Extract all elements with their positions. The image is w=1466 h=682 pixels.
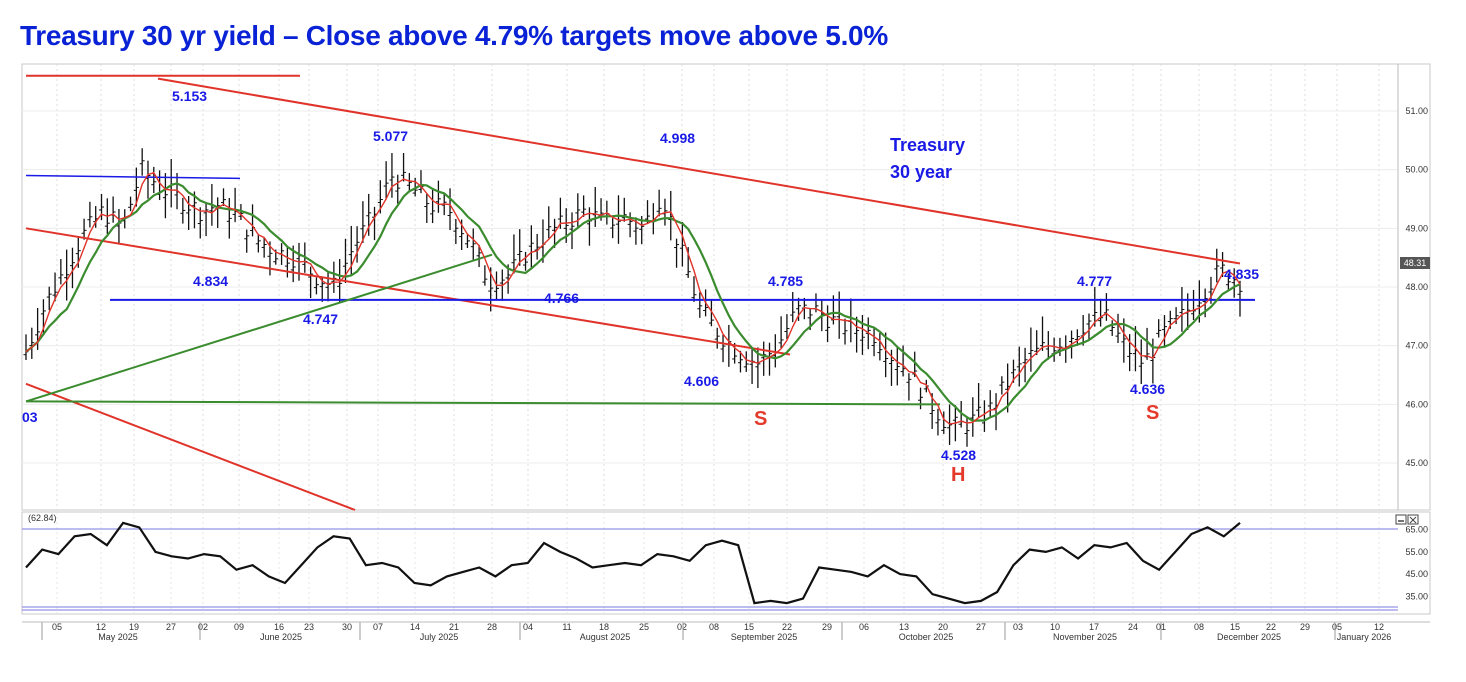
annotation-label: 4.998 — [660, 130, 695, 146]
x-tick-label: 19 — [129, 622, 139, 632]
y-tick-label: 46.00 — [1405, 399, 1428, 409]
annotation-label: 5.077 — [373, 128, 408, 144]
x-tick-label: 15 — [744, 622, 754, 632]
moving-average-fast — [25, 171, 1241, 425]
minimize-icon[interactable] — [1395, 514, 1407, 525]
indicator-tick-label: 35.00 — [1405, 591, 1428, 601]
x-tick-label: 25 — [639, 622, 649, 632]
x-tick-label: 29 — [822, 622, 832, 632]
indicator-header: (62.84) — [28, 513, 57, 523]
month-label: November 2025 — [1053, 632, 1117, 642]
x-tick-label: 27 — [976, 622, 986, 632]
x-tick-label: 21 — [449, 622, 459, 632]
annotation-label: 4.747 — [303, 311, 338, 327]
indicator-tick-label: 65.00 — [1405, 525, 1428, 535]
indicator-series — [25, 521, 1241, 605]
annotation-label: 4.785 — [768, 273, 803, 289]
last-value-badge: 48.31 — [1400, 257, 1430, 269]
pattern-label: S — [1146, 402, 1159, 424]
indicator-panel — [21, 511, 1431, 615]
page-title: Treasury 30 yr yield – Close above 4.79%… — [20, 20, 888, 51]
annotation-label: 5.153 — [172, 88, 207, 104]
x-tick-label: 13 — [899, 622, 909, 632]
month-label: January 2026 — [1337, 632, 1392, 642]
annotation-label: 4.528 — [941, 447, 976, 463]
horizontal-line-blue-upper — [25, 174, 241, 180]
y-tick-label: 50.00 — [1405, 165, 1428, 175]
indicator-tick-label: 45.00 — [1405, 569, 1428, 579]
x-tick-label: 08 — [1194, 622, 1204, 632]
annotation-label: 4.777 — [1077, 273, 1112, 289]
x-tick-label: 11 — [562, 622, 571, 632]
y-tick-label: 45.00 — [1405, 458, 1428, 468]
annotation-label: 4.606 — [684, 373, 719, 389]
y-tick-label: 51.00 — [1405, 106, 1428, 116]
annotations: 5.153 5.077 4.998 4.834 4.747 4.766 4.785 4.777… — [22, 88, 1259, 486]
x-tick-label: 05 — [1332, 622, 1342, 632]
indicator-line — [25, 521, 1241, 605]
x-tick-label: 12 — [1374, 622, 1384, 632]
uptrend-line-green — [25, 253, 493, 403]
x-tick-label: 16 — [274, 622, 284, 632]
x-tick-label: 18 — [599, 622, 609, 632]
downtrend-line-upper — [157, 77, 1241, 265]
downtrend-line-lower — [25, 227, 791, 356]
x-tick-label: 27 — [166, 622, 176, 632]
x-tick-label: 09 — [234, 622, 244, 632]
x-tick-label: 02 — [198, 622, 208, 632]
x-tick-label: 29 — [1300, 622, 1310, 632]
last-value: 48.31 — [1404, 258, 1427, 268]
x-tick-label: 12 — [96, 622, 106, 632]
x-tick-label: 05 — [52, 622, 62, 632]
pattern-label: H — [951, 464, 965, 486]
series-label-line1: Treasury — [890, 135, 965, 155]
indicator-tick-label: 55.00 — [1405, 547, 1428, 557]
series-label-line2: 30 year — [890, 162, 952, 182]
moving-averages — [25, 171, 1241, 425]
annotation-label: 4.835 — [1224, 266, 1259, 282]
trendlines — [25, 74, 1255, 511]
annotation-label: 4.636 — [1130, 381, 1165, 397]
pattern-label: S — [754, 408, 767, 430]
month-label: May 2025 — [98, 632, 138, 642]
x-tick-label: 14 — [410, 622, 420, 632]
month-label: October 2025 — [899, 632, 954, 642]
x-tick-label: 06 — [859, 622, 869, 632]
x-tick-label: 22 — [1266, 622, 1276, 632]
x-tick-label: 17 — [1089, 622, 1099, 632]
x-tick-label: 15 — [1230, 622, 1240, 632]
x-tick-label: 04 — [523, 622, 533, 632]
x-tick-label: 10 — [1050, 622, 1060, 632]
x-tick-label: 07 — [373, 622, 383, 632]
x-axis: 05 12 19 27 02 09 16 23 30 07 14 21 28 04 11 18 25 02 08 15… — [22, 621, 1430, 642]
x-tick-label: 03 — [1013, 622, 1023, 632]
annotation-label: 03 — [22, 409, 38, 425]
month-label: September 2025 — [731, 632, 798, 642]
y-tick-label: 48.00 — [1405, 282, 1428, 292]
x-tick-label: 23 — [304, 622, 314, 632]
x-tick-label: 28 — [487, 622, 497, 632]
annotation-label: 4.834 — [193, 273, 228, 289]
x-tick-label: 24 — [1128, 622, 1138, 632]
y-tick-label: 47.00 — [1405, 341, 1428, 351]
channel-line-bottom — [25, 382, 356, 511]
support-line-green — [25, 400, 941, 406]
panel-controls[interactable] — [1395, 514, 1419, 525]
month-label: August 2025 — [580, 632, 631, 642]
indicator-y-axis: 65.00 55.00 45.00 35.00 — [1405, 525, 1428, 602]
x-tick-label: 20 — [938, 622, 948, 632]
x-tick-label: 30 — [342, 622, 352, 632]
moving-average-slow — [25, 182, 1241, 423]
x-tick-label: 22 — [782, 622, 792, 632]
y-axis: 51.00 50.00 49.00 48.00 47.00 46.00 45.00 — [1397, 64, 1428, 510]
x-tick-label: 02 — [677, 622, 687, 632]
annotation-label: 4.766 — [544, 290, 579, 306]
x-tick-label: 08 — [709, 622, 719, 632]
y-tick-label: 49.00 — [1405, 223, 1428, 233]
month-label: June 2025 — [260, 632, 302, 642]
month-label: July 2025 — [420, 632, 459, 642]
month-label: December 2025 — [1217, 632, 1281, 642]
